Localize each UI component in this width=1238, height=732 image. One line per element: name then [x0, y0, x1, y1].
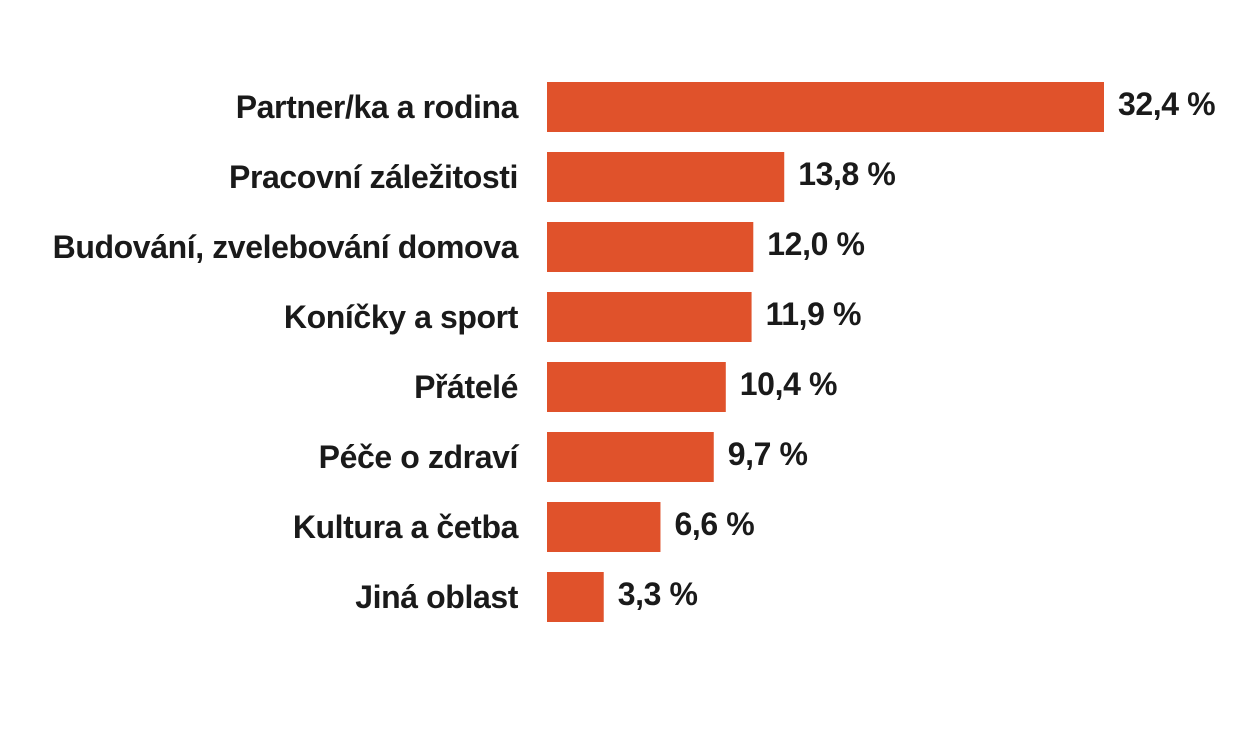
value-label: 13,8 %	[798, 156, 895, 192]
bar	[547, 292, 752, 342]
category-label: Péče o zdraví	[319, 439, 520, 475]
bar	[547, 222, 754, 272]
value-label: 10,4 %	[740, 366, 837, 402]
value-label: 32,4 %	[1118, 86, 1215, 122]
value-label: 11,9 %	[766, 296, 861, 332]
bar	[547, 432, 714, 482]
category-label: Budování, zvelebování domova	[53, 229, 519, 265]
category-label: Přátelé	[414, 369, 518, 405]
category-label: Partner/ka a rodina	[236, 89, 519, 125]
category-labels: Partner/ka a rodina Pracovní záležitosti B…	[53, 89, 520, 615]
category-label: Pracovní záležitosti	[229, 159, 518, 195]
category-label: Jiná oblast	[355, 579, 519, 615]
value-label: 9,7 %	[728, 436, 808, 472]
bar	[547, 82, 1104, 132]
bar	[547, 572, 604, 622]
value-label: 6,6 %	[674, 506, 754, 542]
value-label: 3,3 %	[618, 576, 698, 612]
bars	[547, 82, 1104, 622]
bar	[547, 362, 726, 412]
category-label: Koníčky a sport	[284, 299, 519, 335]
value-labels: 32,4 % 13,8 % 12,0 % 11,9 % 10,4 % 9,7 % 6,6 %…	[618, 86, 1216, 612]
bar	[547, 152, 785, 202]
bar	[547, 502, 661, 552]
category-label: Kultura a četba	[293, 509, 519, 545]
value-label: 12,0 %	[767, 226, 864, 262]
